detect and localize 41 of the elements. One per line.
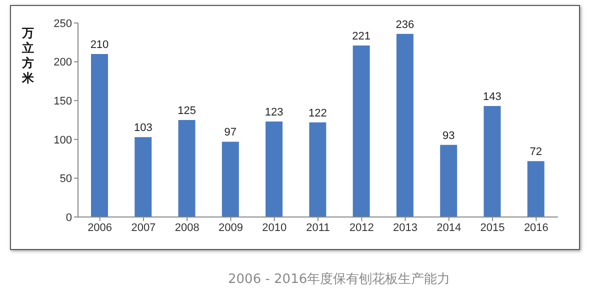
- bar: [527, 161, 544, 217]
- data-label: 97: [224, 126, 237, 139]
- bar: [440, 144, 458, 217]
- x-tick-label: 2014: [436, 222, 462, 234]
- data-label: 72: [530, 146, 542, 158]
- x-tick-label: 2016: [524, 222, 548, 234]
- x-tick-label: 2011: [306, 222, 330, 234]
- x-tick-label: 2008: [174, 222, 200, 234]
- data-label: 122: [308, 107, 327, 120]
- y-tick-label: 150: [54, 96, 72, 108]
- data-label: 236: [396, 18, 414, 31]
- y-axis-title: 万立方米: [22, 26, 35, 86]
- data-label: 103: [134, 122, 152, 134]
- x-tick-label: 2015: [480, 222, 505, 234]
- x-tick-label: 2010: [262, 222, 287, 234]
- x-tick-label: 2012: [349, 222, 374, 234]
- data-label: 125: [178, 105, 196, 117]
- x-tick-label: 2013: [393, 222, 418, 234]
- bar: [91, 54, 108, 217]
- bar: [309, 122, 326, 217]
- text: 2006 - 2016年度保有刨花板生产能力: [228, 271, 450, 288]
- bar: [396, 34, 414, 217]
- y-tick-label: 50: [60, 173, 72, 186]
- y-tick-label: 0: [66, 212, 72, 224]
- bar: [134, 137, 152, 217]
- y-tick-label: 200: [54, 56, 72, 69]
- x-tick-label: 2006: [88, 222, 112, 234]
- data-label: 221: [352, 30, 370, 43]
- data-label: 210: [90, 39, 109, 52]
- x-tick-label: 2007: [131, 222, 156, 234]
- data-label: 123: [264, 106, 284, 119]
- y-tick-label: 250: [54, 18, 72, 30]
- bar: [222, 142, 239, 217]
- bar: [484, 106, 501, 217]
- bar: [178, 120, 196, 217]
- x-tick-label: 2009: [218, 222, 243, 234]
- data-label: 93: [442, 130, 455, 142]
- y-tick-label: 100: [54, 134, 72, 146]
- data-label: 143: [483, 91, 502, 104]
- bar: [266, 122, 283, 217]
- bar: [352, 46, 370, 217]
